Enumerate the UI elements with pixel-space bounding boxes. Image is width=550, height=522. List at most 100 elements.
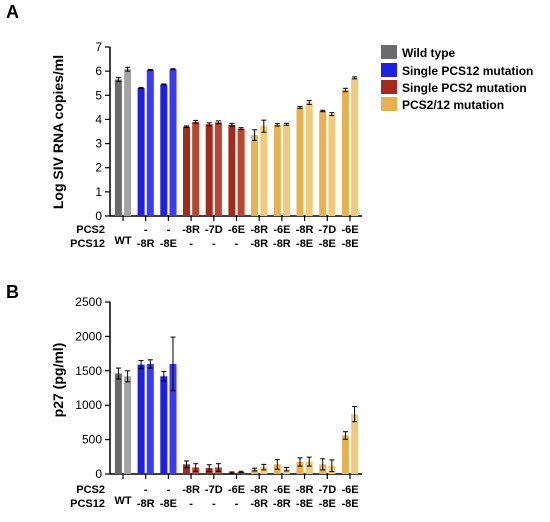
- legend-swatch-single-pcs2: [381, 80, 397, 94]
- panel-a-bar: [192, 121, 200, 216]
- panel-b-x-label-pcs12: -: [212, 498, 216, 510]
- panel-a-row-label-pcs2: PCS2: [76, 224, 105, 236]
- panel-b-bar: [169, 363, 177, 474]
- panel-a-x-label-pcs2: -6E: [341, 224, 358, 236]
- panel-b-x-label-pcs2: -7D: [318, 484, 336, 496]
- panel-a-y-tick-label: 0: [95, 209, 102, 223]
- panel-a-y-axis-title: Log SIV RNA copies/ml: [50, 55, 66, 209]
- panel-a-bar: [328, 114, 336, 216]
- panel-a-bar: [137, 88, 145, 216]
- panel-b-y-tick-label: 1000: [75, 398, 102, 412]
- panel-a: A Log SIV RNA copies/ml 0 1 2 3 4 5 6 7 PCS2 PC…: [6, 2, 363, 250]
- panel-a-bar: [251, 135, 259, 216]
- panel-b-bar: [124, 376, 132, 474]
- panel-b-x-label-pcs2: -8R: [296, 484, 314, 496]
- panel-b-row-label-pcs12: PCS12: [70, 498, 105, 510]
- panel-a-bar: [183, 126, 190, 216]
- panel-b-bar: [305, 461, 313, 474]
- panel-a-y-tick-label: 7: [95, 40, 102, 54]
- panel-b-x-label-pcs12: -8E: [160, 498, 177, 510]
- panel-a-y-tick-label: 1: [95, 185, 102, 199]
- panel-a-x-label-pcs12: -8E: [160, 238, 177, 250]
- panel-b-bar: [114, 373, 122, 474]
- panel-b-x-label-pcs12: -8E: [296, 498, 313, 510]
- panel-a-x-label-pcs12: -8E: [341, 238, 358, 250]
- panel-a-y-tick-label: 3: [95, 137, 102, 151]
- panel-a-x-label-wt: WT: [114, 235, 131, 247]
- panel-a-bar: [205, 124, 213, 216]
- panel-b-x-label-pcs2: -6E: [273, 484, 290, 496]
- legend-swatch-single-pcs12: [381, 63, 397, 77]
- panel-a-x-label-pcs12: -8E: [296, 238, 313, 250]
- panel-b-x-label-pcs2: -6E: [341, 484, 358, 496]
- panel-a-x-label-pcs2: -8R: [250, 224, 268, 236]
- panel-b-y-axis-title: p27 (pg/ml): [50, 343, 66, 418]
- panel-a-bar: [228, 124, 236, 216]
- panel-a-x-label-pcs12: -: [189, 238, 193, 250]
- panel-a-y-tick-label: 4: [95, 112, 102, 126]
- panel-a-bar: [260, 126, 268, 216]
- panel-a-bar: [296, 107, 304, 216]
- panel-b-x-label-pcs12: -8R: [250, 498, 268, 510]
- panel-a-bar: [214, 122, 222, 216]
- panel-a-bar: [273, 124, 281, 216]
- panel-a-x-label-pcs2: -6E: [228, 224, 245, 236]
- panel-a-x-label-pcs2: -6E: [273, 224, 290, 236]
- panel-b-plot-area: 0 500 1000 1500 2000 2500: [75, 295, 363, 481]
- panel-a-bar: [169, 69, 177, 216]
- legend-label-pcs2-12: PCS2/12 mutation: [402, 98, 504, 112]
- panel-b-x-label-pcs2: -6E: [228, 484, 245, 496]
- panel-b-bar: [283, 469, 290, 474]
- legend-swatch-pcs2-12: [381, 97, 397, 111]
- panel-a-bar: [237, 128, 245, 216]
- panel-b-x-label-pcs2: -7D: [205, 484, 223, 496]
- panel-a-x-label-pcs2: -: [167, 224, 171, 236]
- panel-a-x-label-pcs12: -8R: [137, 238, 155, 250]
- panel-b-x-label-pcs12: -: [235, 498, 239, 510]
- panel-a-bar: [160, 84, 168, 217]
- legend: Wild type Single PCS12 mutation Single P…: [381, 45, 533, 112]
- panel-a-bar: [351, 77, 359, 216]
- panel-a-x-label-pcs12: -: [235, 238, 239, 250]
- panel-b-bar: [341, 435, 349, 474]
- panel-b-x-label-pcs12: -: [189, 498, 193, 510]
- panel-b-x-label-pcs12: -8E: [319, 498, 336, 510]
- panel-b-bar: [260, 467, 268, 474]
- panel-a-bar: [319, 110, 327, 216]
- panel-a-x-label-pcs2: -7D: [318, 224, 336, 236]
- panel-a-y-tick-label: 2: [95, 161, 102, 175]
- panel-a-plot-area: 0 1 2 3 4 5 6 7: [95, 40, 363, 223]
- panel-b-x-labels: WT--8R--8E-8R--7D--6E--8R-8R-6E-8R-8R-8E…: [114, 484, 358, 510]
- legend-swatch-wild-type: [381, 45, 397, 59]
- panel-a-x-label-pcs12: -: [212, 238, 216, 250]
- panel-a-letter: A: [6, 2, 19, 22]
- panel-b-x-label-pcs2: -8R: [250, 484, 268, 496]
- panel-a-bar: [124, 69, 132, 216]
- panel-a-bar: [305, 102, 313, 216]
- legend-label-single-pcs12: Single PCS12 mutation: [402, 64, 533, 78]
- panel-b-bar: [351, 414, 359, 474]
- legend-label-single-pcs2: Single PCS2 mutation: [402, 81, 527, 95]
- panel-b-y-tick-label: 2000: [75, 329, 102, 343]
- panel-a-x-label-pcs12: -8R: [273, 238, 291, 250]
- panel-b-y-tick-label: 0: [95, 467, 102, 481]
- legend-label-wild-type: Wild type: [402, 46, 456, 60]
- panel-a-x-label-pcs12: -8E: [319, 238, 336, 250]
- panel-b-x-label-pcs2: -8R: [182, 484, 200, 496]
- panel-b-bar: [146, 363, 154, 474]
- panel-a-bar: [341, 89, 349, 216]
- panel-a-y-tick-label: 5: [95, 88, 102, 102]
- panel-b-x-label-wt: WT: [114, 495, 131, 507]
- panel-a-x-label-pcs12: -8R: [250, 238, 268, 250]
- panel-a-bar: [114, 79, 122, 216]
- panel-a-bar: [283, 124, 290, 216]
- panel-a-x-label-pcs2: -7D: [205, 224, 223, 236]
- panel-b-x-label-pcs2: -: [167, 484, 171, 496]
- panel-b-x-label-pcs12: -8E: [341, 498, 358, 510]
- panel-b-y-tick-label: 1500: [75, 364, 102, 378]
- panel-b-row-label-pcs2: PCS2: [76, 484, 105, 496]
- panel-a-x-label-pcs2: -8R: [296, 224, 314, 236]
- panel-b-y-tick-label: 2500: [75, 295, 102, 309]
